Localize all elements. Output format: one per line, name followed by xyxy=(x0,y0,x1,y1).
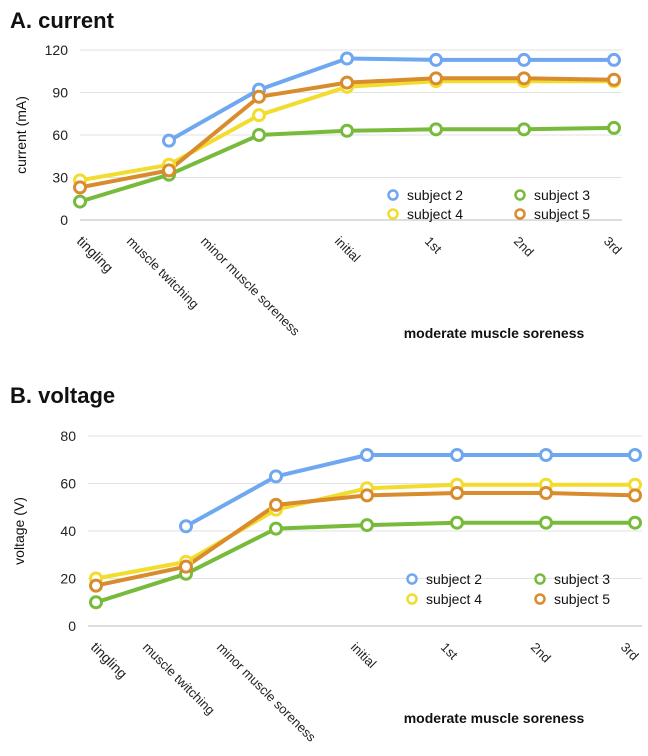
chart-a-title: A. current xyxy=(10,8,114,33)
x-tick-label: muscle twitching xyxy=(124,234,202,312)
voltage-chart: 0 20 40 60 80 voltage (V) tingling muscle twitc… xyxy=(11,428,642,745)
y-tick-label: 60 xyxy=(60,476,76,492)
legend-marker xyxy=(514,208,526,220)
legend-label: subject 4 xyxy=(426,591,482,607)
data-point xyxy=(252,108,266,123)
y-tick-label: 90 xyxy=(52,85,68,101)
legend-label: subject 2 xyxy=(407,187,463,203)
x-tick-label: tingling xyxy=(74,233,117,276)
x-tick-label: 2nd xyxy=(511,234,537,260)
x-tick-label: 2nd xyxy=(528,640,554,666)
data-point xyxy=(628,488,642,503)
data-point xyxy=(607,72,621,87)
legend-marker xyxy=(406,573,418,585)
y-tick-label: 0 xyxy=(68,618,76,634)
x-tick-label: 1st xyxy=(438,640,461,663)
legend-marker xyxy=(406,593,418,605)
data-point xyxy=(450,448,464,462)
y-tick-label: 30 xyxy=(52,170,68,186)
data-point xyxy=(539,486,553,500)
data-point xyxy=(607,120,621,135)
legend-label: subject 5 xyxy=(534,206,590,222)
data-point xyxy=(429,122,443,137)
x-tick-label: initial xyxy=(332,234,364,266)
y-tick-label: 120 xyxy=(45,42,69,58)
data-point xyxy=(89,595,103,610)
x-tick-label: muscle twitching xyxy=(140,640,218,718)
x-tick-label: tingling xyxy=(88,639,131,682)
data-point xyxy=(179,559,193,574)
data-point xyxy=(340,51,354,66)
legend-label: subject 3 xyxy=(554,571,610,587)
data-point xyxy=(360,518,374,533)
x-axis-label: moderate muscle soreness xyxy=(404,325,585,341)
y-tick-label: 40 xyxy=(60,523,76,539)
x-tick-label: minor muscle soreness xyxy=(198,234,303,339)
data-point xyxy=(429,71,443,86)
data-point xyxy=(179,519,193,534)
data-point xyxy=(73,180,87,195)
legend-marker xyxy=(387,189,399,201)
chart-b-title: B. voltage xyxy=(10,383,116,408)
data-point xyxy=(539,515,553,530)
x-tick-label: 1st xyxy=(422,234,445,257)
data-point xyxy=(73,194,87,209)
data-point xyxy=(450,486,464,500)
data-point xyxy=(340,123,354,138)
legend-marker xyxy=(534,593,546,605)
data-point xyxy=(269,469,283,484)
y-tick-label: 60 xyxy=(52,127,68,143)
x-axis-label: moderate muscle soreness xyxy=(404,710,585,726)
legend-label: subject 2 xyxy=(426,571,482,587)
data-point xyxy=(269,497,283,512)
y-axis-label: voltage (V) xyxy=(11,497,27,565)
data-point xyxy=(89,578,103,593)
data-point xyxy=(252,128,266,142)
current-chart: 0 30 60 90 120 current (mA) tingling muscle twi… xyxy=(13,42,625,341)
data-point xyxy=(450,515,464,530)
x-tick-label: minor muscle soreness xyxy=(214,640,319,745)
series-line xyxy=(184,453,637,529)
data-point xyxy=(429,52,443,67)
data-point xyxy=(340,75,354,90)
legend-label: subject 5 xyxy=(554,591,610,607)
data-point xyxy=(360,488,374,503)
legend-marker xyxy=(514,189,526,201)
data-point xyxy=(360,448,374,462)
legend-label: subject 3 xyxy=(534,187,590,203)
legend-label: subject 4 xyxy=(407,206,463,222)
data-point xyxy=(517,122,531,137)
data-point xyxy=(252,89,266,104)
data-point xyxy=(628,515,642,530)
y-tick-label: 80 xyxy=(60,428,76,444)
y-tick-label: 20 xyxy=(60,571,76,587)
legend-marker xyxy=(534,573,546,585)
data-point xyxy=(628,448,642,462)
x-tick-label: 3rd xyxy=(618,640,642,664)
y-tick-label: 0 xyxy=(60,212,68,228)
data-point xyxy=(539,448,553,462)
data-point xyxy=(607,52,621,67)
data-point xyxy=(162,163,176,178)
x-tick-label: initial xyxy=(348,640,380,672)
series-line xyxy=(167,56,616,143)
data-point xyxy=(269,521,283,536)
data-point xyxy=(517,52,531,67)
legend-marker xyxy=(387,208,399,220)
y-axis-label: current (mA) xyxy=(13,96,29,174)
data-point xyxy=(162,133,176,148)
x-tick-label: 3rd xyxy=(601,234,625,258)
data-point xyxy=(517,71,531,86)
